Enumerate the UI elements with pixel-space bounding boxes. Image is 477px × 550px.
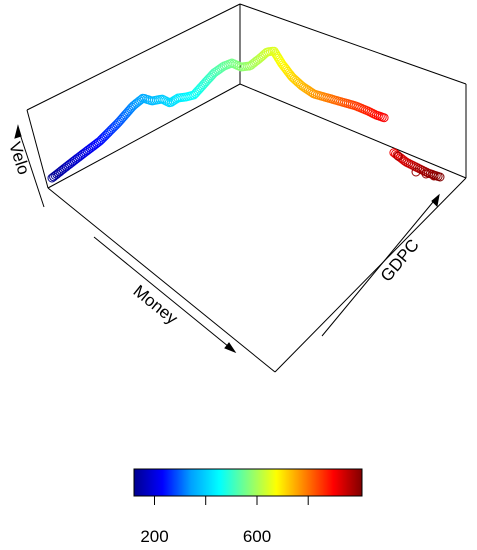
colorbar-ticks	[154, 496, 309, 505]
colorbar-tick-label: 200	[140, 527, 168, 546]
data-point	[135, 96, 145, 106]
velo-axis-arrow	[17, 127, 45, 208]
data-point	[393, 151, 403, 161]
axis-arrows	[14, 124, 440, 354]
box-edge	[239, 83, 467, 179]
y-axis-label: GDPC	[377, 236, 423, 286]
velo-arrowhead	[14, 124, 22, 139]
x-axis-label: Money	[130, 281, 182, 328]
data-point	[163, 97, 173, 107]
plot-box	[26, 3, 467, 373]
box-edge	[239, 3, 467, 85]
box-edge	[26, 3, 241, 111]
data-point	[370, 109, 380, 119]
data-point	[435, 172, 445, 182]
gdpc-axis-arrow	[321, 195, 439, 337]
box-edge	[47, 187, 276, 373]
money-arrowhead	[224, 342, 237, 354]
data-point	[411, 167, 421, 177]
box-edge	[47, 83, 241, 189]
colorbar	[133, 468, 363, 497]
data-point	[429, 171, 439, 181]
gdpc-arrowhead	[431, 193, 440, 208]
data-point	[379, 113, 389, 123]
data-point	[136, 95, 146, 104]
box-edge	[274, 177, 467, 373]
box-edge	[26, 109, 49, 189]
colorbar-tick-label: 600	[243, 527, 271, 546]
data-points	[47, 46, 445, 183]
money-axis-arrow	[93, 236, 235, 352]
z-axis-label: Velo	[5, 140, 33, 177]
data-point	[259, 50, 268, 60]
